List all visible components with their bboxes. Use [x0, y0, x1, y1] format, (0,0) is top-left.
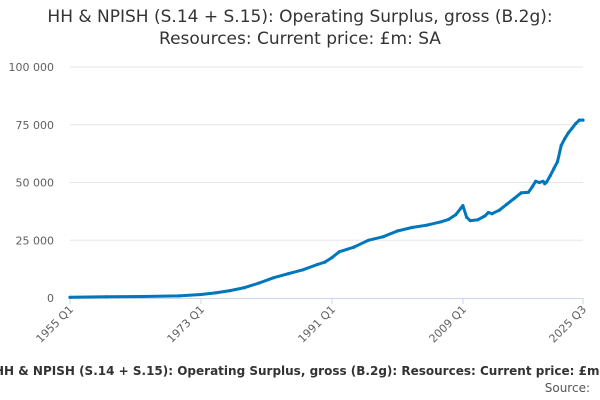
x-axis-labels: 1955 Q1 1973 Q1 1991 Q1 2009 Q1 2025 Q3 — [34, 298, 590, 346]
chart-title: HH & NPISH (S.14 + S.15): Operating Surp… — [0, 6, 600, 50]
footer-source: Source: — [544, 381, 590, 395]
data-point — [199, 292, 203, 297]
data-point — [465, 215, 469, 219]
data-point — [545, 180, 549, 184]
data-point — [439, 220, 443, 224]
data-point — [337, 250, 341, 254]
data-point — [548, 174, 552, 178]
data-point — [366, 238, 370, 242]
y-axis-labels: 0 25 000 50 000 75 000 100 000 — [9, 61, 55, 305]
x-tick-label: 2025 Q3 — [547, 303, 590, 346]
data-point — [323, 260, 327, 264]
data-point — [141, 294, 145, 299]
chart-title-line-1: HH & NPISH (S.14 + S.15): Operating Surp… — [47, 7, 553, 27]
data-point — [104, 295, 108, 299]
data-point — [468, 219, 472, 223]
chart-title-line-2: Resources: Current price: £m: SA — [159, 29, 441, 49]
data-point — [381, 235, 385, 239]
data-point — [497, 208, 501, 212]
data-point — [410, 225, 414, 230]
data-point — [68, 295, 72, 299]
data-point — [301, 268, 305, 272]
series-line-0 — [68, 118, 585, 299]
data-point — [581, 118, 585, 122]
data-point — [352, 245, 356, 249]
data-point — [563, 137, 567, 141]
y-tick-label: 25 000 — [16, 234, 55, 247]
x-tick-label: 1955 Q1 — [34, 303, 77, 346]
data-point — [574, 122, 578, 126]
data-point — [459, 206, 463, 210]
data-point — [330, 256, 334, 260]
data-point — [566, 131, 571, 135]
data-point — [177, 294, 181, 298]
series-layer — [68, 118, 585, 299]
data-point — [512, 197, 516, 201]
data-point — [534, 179, 538, 183]
data-point — [213, 291, 218, 295]
data-point — [486, 210, 490, 215]
data-point — [530, 185, 534, 189]
data-point — [425, 223, 429, 227]
x-tick-label: 1973 Q1 — [165, 303, 208, 346]
grid-layer — [70, 66, 583, 241]
data-point — [483, 214, 487, 218]
y-tick-label: 100 000 — [9, 61, 55, 74]
y-tick-label: 0 — [47, 292, 54, 305]
y-tick-label: 75 000 — [16, 119, 55, 132]
data-point — [555, 160, 560, 164]
y-tick-label: 50 000 — [16, 177, 55, 190]
data-point — [461, 204, 465, 208]
data-point — [286, 272, 290, 276]
data-point — [454, 213, 458, 217]
data-point — [257, 281, 261, 285]
data-point — [315, 262, 319, 267]
data-point — [537, 180, 541, 185]
data-point — [505, 202, 509, 206]
data-point — [552, 167, 556, 171]
data-point — [243, 286, 247, 290]
data-point — [577, 118, 582, 122]
x-tick-label: 2009 Q1 — [427, 303, 470, 346]
x-tick-label: 1991 Q1 — [296, 303, 339, 346]
data-point — [526, 190, 531, 194]
data-point — [570, 126, 574, 130]
data-point — [272, 276, 276, 280]
data-point — [490, 212, 494, 216]
data-point — [228, 289, 232, 293]
data-point — [541, 179, 545, 183]
data-point — [559, 143, 563, 148]
data-point — [475, 218, 480, 222]
data-point — [395, 229, 399, 233]
data-point — [446, 217, 450, 222]
footer-caption: HH & NPISH (S.14 + S.15): Operating Surp… — [0, 364, 600, 378]
data-point — [519, 191, 523, 195]
